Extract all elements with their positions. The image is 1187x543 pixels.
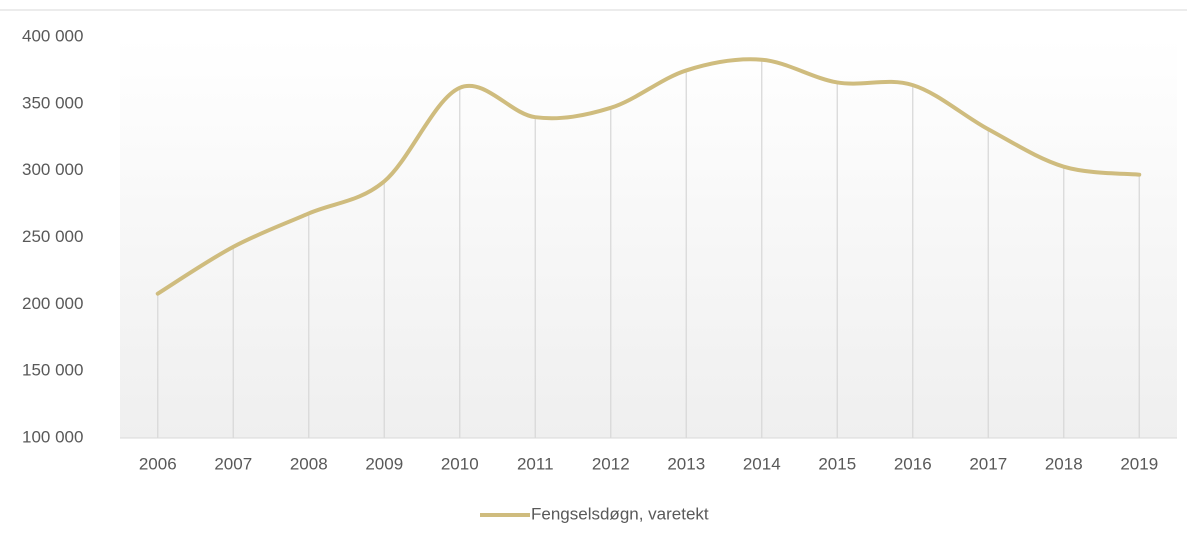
x-tick-label: 2007: [214, 454, 252, 473]
series-line: [155, 57, 1142, 296]
x-tick-label: 2019: [1120, 454, 1158, 473]
y-tick-label: 100 000: [22, 427, 83, 446]
x-tick-label: 2015: [818, 454, 856, 473]
plot-area: [120, 37, 1177, 438]
x-tick-label: 2009: [365, 454, 403, 473]
x-tick-label: 2011: [517, 454, 554, 473]
x-tick-label: 2010: [441, 454, 479, 473]
y-tick-label: 150 000: [22, 361, 83, 380]
x-tick-label: 2018: [1045, 454, 1083, 473]
y-tick-label: 300 000: [22, 160, 83, 179]
y-tick-label: 400 000: [22, 26, 83, 45]
x-tick-label: 2006: [139, 454, 177, 473]
y-tick-label: 200 000: [22, 294, 83, 313]
legend-label: Fengselsdøgn, varetekt: [531, 504, 709, 523]
x-tick-label: 2008: [290, 454, 328, 473]
x-tick-label: 2014: [743, 454, 781, 473]
x-tick-label: 2017: [969, 454, 1007, 473]
y-tick-label: 350 000: [22, 93, 83, 112]
x-tick-label: 2016: [894, 454, 932, 473]
x-tick-label: 2012: [592, 454, 630, 473]
y-tick-label: 250 000: [22, 227, 83, 246]
x-tick-label: 2013: [667, 454, 705, 473]
